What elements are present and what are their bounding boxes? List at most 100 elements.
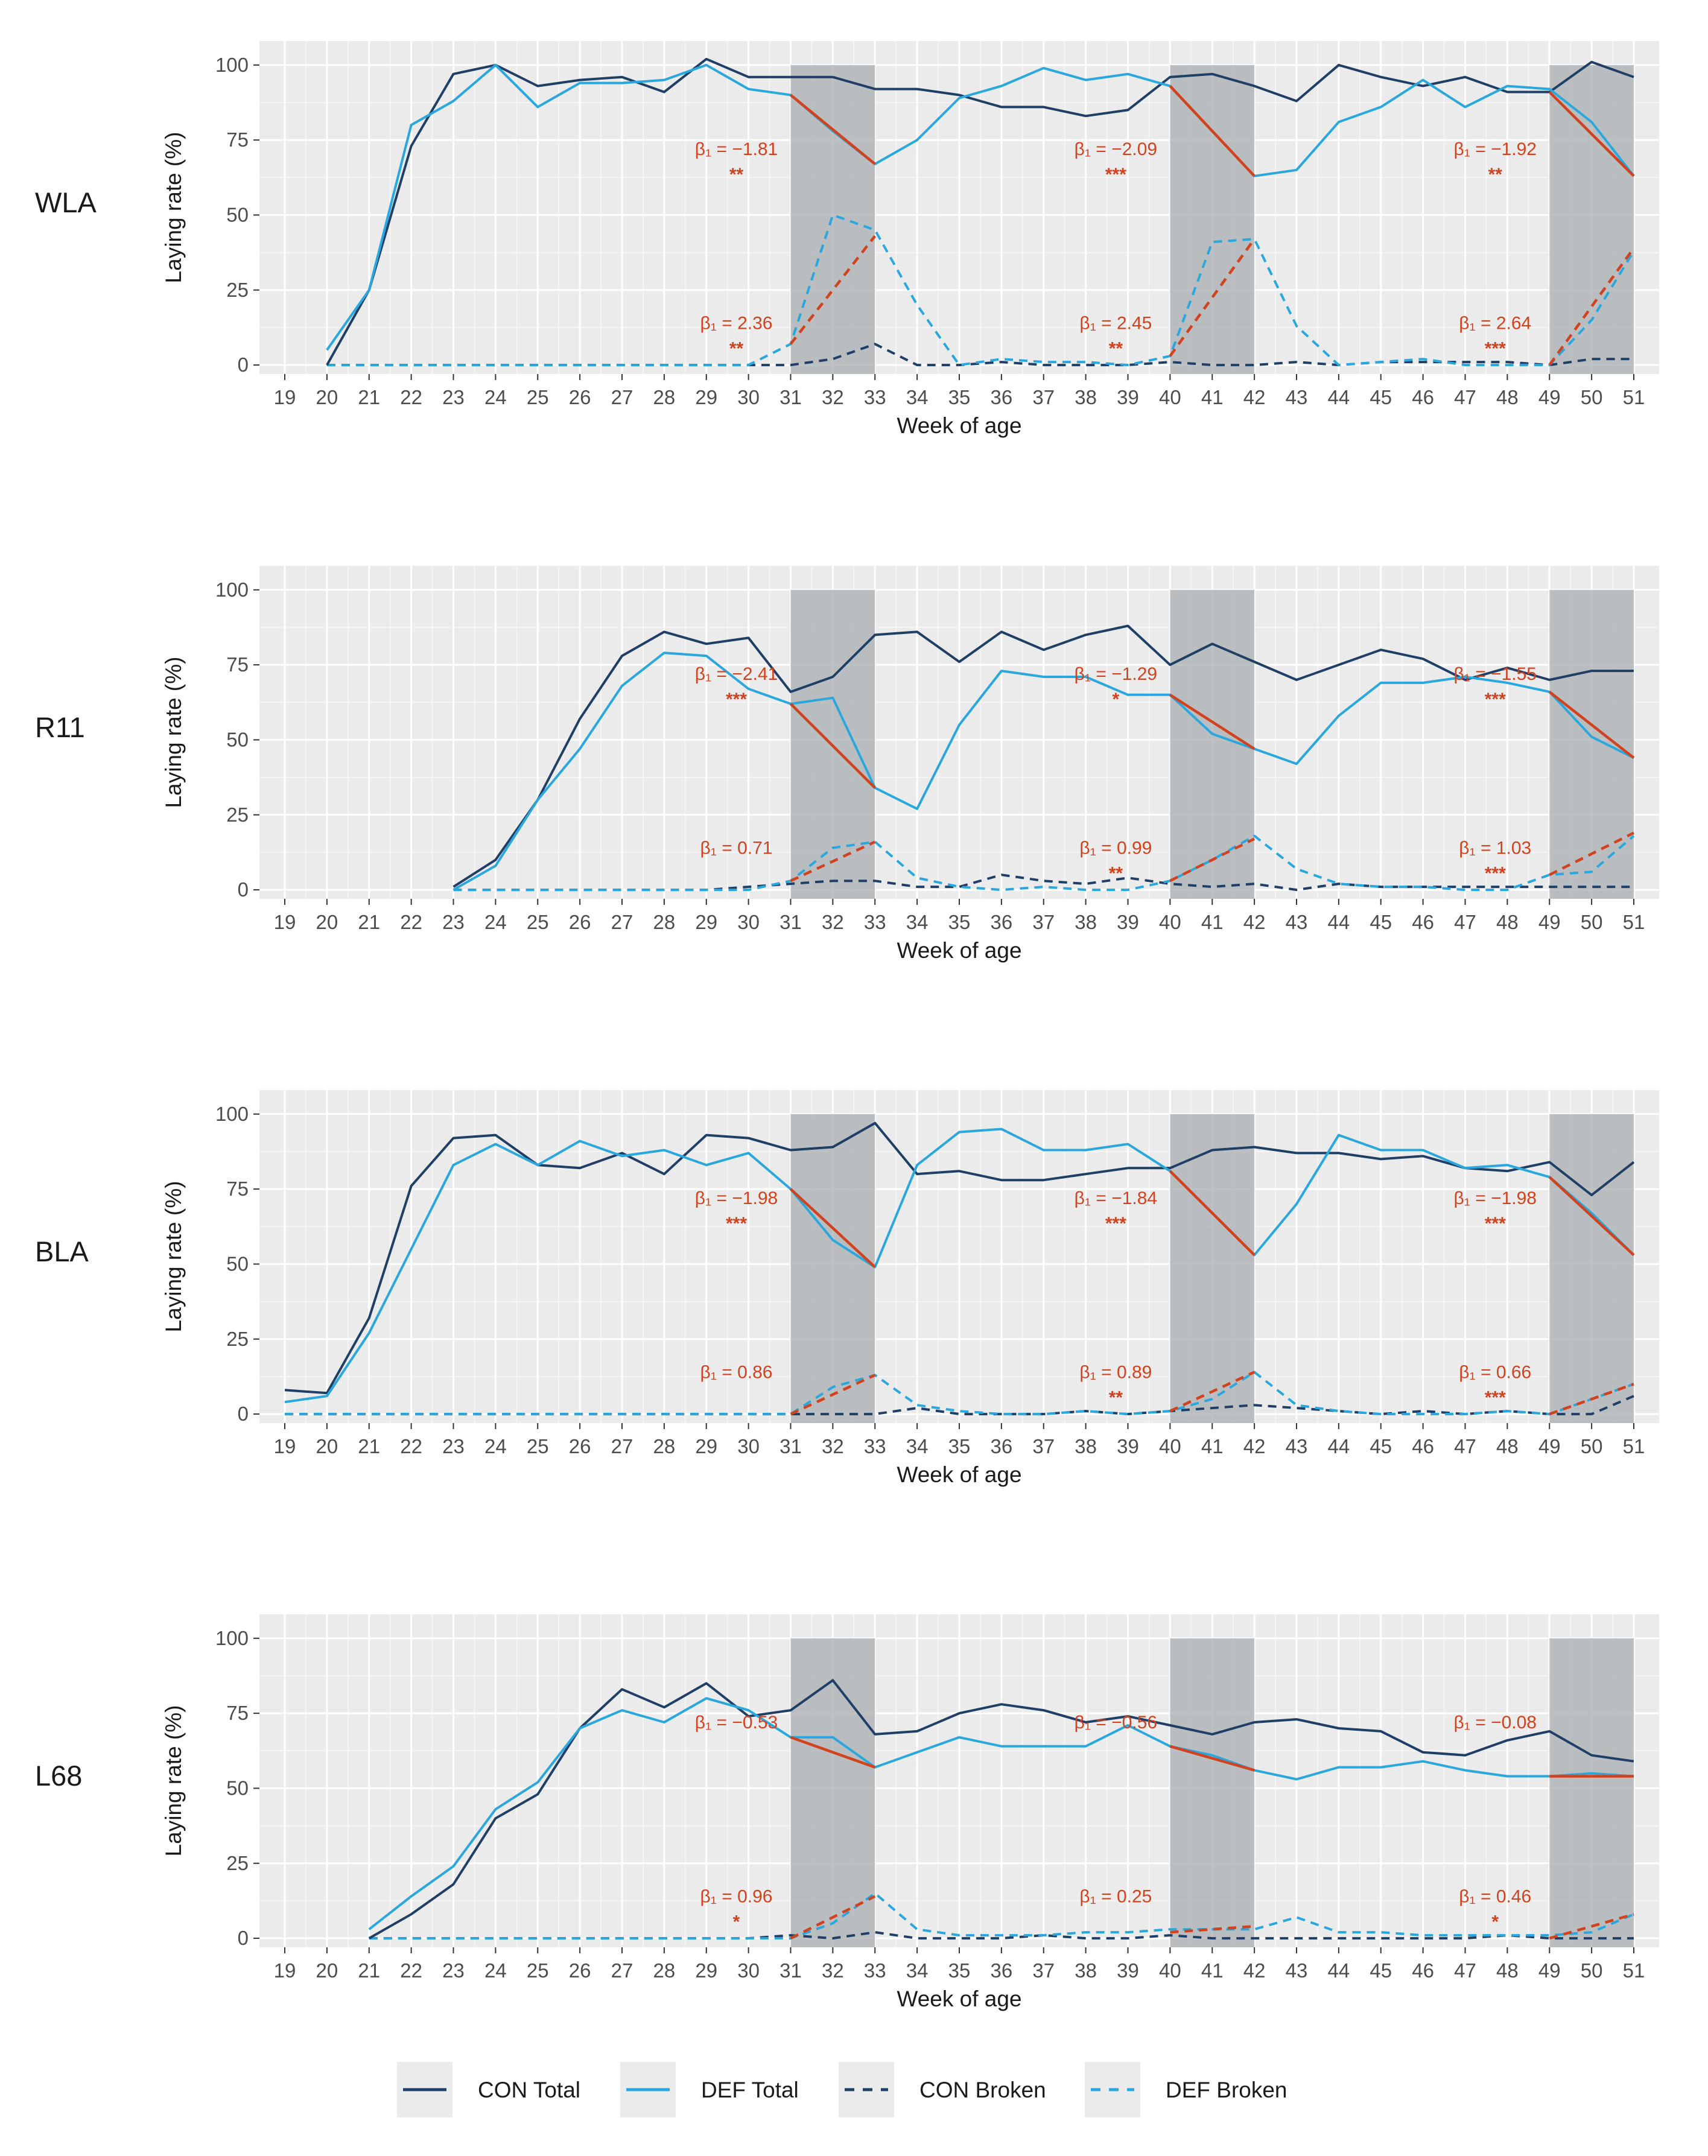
x-axis-title: Week of age <box>897 938 1021 963</box>
x-tick-label: 46 <box>1412 386 1434 408</box>
regression-significance-label: *** <box>726 690 747 709</box>
x-tick-label: 21 <box>358 911 380 933</box>
x-tick-label: 36 <box>991 386 1013 408</box>
x-tick-label: 50 <box>1581 386 1603 408</box>
x-tick-label: 21 <box>358 1435 380 1457</box>
regression-line-total <box>1169 1170 1256 1257</box>
x-tick-label: 25 <box>527 911 549 933</box>
regression-significance-label: ** <box>1109 338 1123 358</box>
regression-beta-label: β₁ = −1.29 <box>1075 664 1157 684</box>
x-tick-label: 41 <box>1201 1435 1224 1457</box>
x-tick-label: 42 <box>1243 386 1266 408</box>
x-tick-label: 43 <box>1286 1959 1308 1982</box>
x-tick-label: 24 <box>484 911 507 933</box>
x-tick-label: 48 <box>1496 911 1519 933</box>
regression-line-total <box>1548 1176 1635 1257</box>
x-tick-label: 40 <box>1159 1435 1181 1457</box>
x-tick-label: 22 <box>400 1435 422 1457</box>
x-tick-label: 39 <box>1117 386 1139 408</box>
x-tick-label: 34 <box>906 1435 929 1457</box>
y-tick-label: 50 <box>226 1252 249 1275</box>
x-tick-label: 37 <box>1032 1959 1055 1982</box>
regression-line-total <box>790 94 876 165</box>
series-line-def-broken <box>369 1892 1634 1940</box>
x-tick-label: 26 <box>569 1435 591 1457</box>
x-tick-label: 49 <box>1538 1959 1561 1982</box>
x-tick-label: 35 <box>948 1959 971 1982</box>
regression-significance-label: ** <box>1109 863 1123 883</box>
regression-beta-label: β₁ = −1.98 <box>695 1188 778 1208</box>
x-tick-label: 49 <box>1538 386 1561 408</box>
x-tick-label: 51 <box>1623 1959 1645 1982</box>
x-tick-label: 51 <box>1623 1435 1645 1457</box>
regression-significance-label: * <box>1491 1912 1499 1932</box>
legend-item-def-broken: DEF Broken <box>1085 2062 1287 2117</box>
x-tick-label: 29 <box>695 1959 717 1982</box>
x-tick-label: 31 <box>779 1435 802 1457</box>
regression-beta-label: β₁ = −1.92 <box>1454 139 1537 159</box>
x-tick-label: 28 <box>653 1959 676 1982</box>
series-line-con-total <box>452 624 1634 888</box>
regression-significance-label: ** <box>729 165 744 185</box>
x-tick-label: 44 <box>1328 386 1350 408</box>
regression-line-total <box>789 703 876 789</box>
x-tick-label: 36 <box>991 911 1013 933</box>
regression-line-broken <box>1549 1913 1634 1940</box>
x-tick-label: 51 <box>1623 386 1645 408</box>
x-tick-label: 19 <box>274 1435 296 1457</box>
x-tick-label: 48 <box>1496 1435 1519 1457</box>
x-tick-label: 39 <box>1117 1959 1139 1982</box>
shaded-period <box>790 65 875 374</box>
x-tick-label: 39 <box>1117 911 1139 933</box>
panel-l68: β₁ = −0.53 β₁ = −0.56 β₁ = −0.08 β₁ = 0.96 *… <box>35 1614 1659 2011</box>
x-tick-label: 32 <box>822 1435 844 1457</box>
x-tick-label: 31 <box>779 911 802 933</box>
x-tick-label: 40 <box>1159 386 1181 408</box>
regression-beta-label: β₁ = 2.64 <box>1459 313 1531 333</box>
panel-title: WLA <box>35 186 97 218</box>
shaded-period <box>1170 1114 1255 1423</box>
series-line-con-broken <box>453 873 1634 892</box>
x-tick-label: 32 <box>822 911 844 933</box>
series-line-def-total <box>326 63 1635 351</box>
regression-significance-label: *** <box>1485 690 1506 709</box>
x-tick-label: 35 <box>948 1435 971 1457</box>
series-line-def-total <box>452 652 1634 891</box>
y-tick-label: 75 <box>226 1178 249 1200</box>
y-tick-label: 25 <box>226 279 249 301</box>
x-tick-label: 24 <box>484 1435 507 1457</box>
regression-line-total <box>1548 691 1635 759</box>
legend-item-con-total: CON Total <box>397 2062 580 2117</box>
y-axis-title: Laying rate (%) <box>161 657 186 808</box>
y-tick-label: 100 <box>215 54 249 76</box>
x-tick-label: 41 <box>1201 1959 1224 1982</box>
regression-line-broken <box>1169 1371 1256 1413</box>
x-tick-label: 38 <box>1075 1959 1097 1982</box>
regression-beta-label: β₁ = 0.86 <box>700 1362 773 1382</box>
x-tick-label: 28 <box>653 386 676 408</box>
panel-title: R11 <box>35 711 85 743</box>
x-tick-label: 28 <box>653 911 676 933</box>
panel-title: L68 <box>35 1760 82 1792</box>
x-tick-label: 50 <box>1581 1435 1603 1457</box>
regression-line-total <box>790 1736 876 1769</box>
regression-beta-label: β₁ = −1.55 <box>1454 664 1537 684</box>
x-axis-title: Week of age <box>897 1986 1021 2011</box>
x-tick-label: 46 <box>1412 1435 1434 1457</box>
x-tick-label: 37 <box>1032 1435 1055 1457</box>
x-tick-label: 31 <box>779 1959 802 1982</box>
x-tick-label: 38 <box>1075 1435 1097 1457</box>
y-tick-label: 25 <box>226 1852 249 1874</box>
x-tick-label: 24 <box>484 1959 507 1982</box>
y-tick-label: 100 <box>215 1103 249 1125</box>
series-line-def-broken <box>285 1371 1634 1416</box>
x-tick-label: 42 <box>1243 1959 1266 1982</box>
x-tick-label: 20 <box>316 1435 338 1457</box>
regression-significance-label: *** <box>1485 1387 1506 1407</box>
x-tick-label: 37 <box>1032 911 1055 933</box>
x-tick-label: 30 <box>737 1959 760 1982</box>
regression-line-broken <box>1169 238 1256 357</box>
regression-line-total <box>1169 85 1256 177</box>
x-tick-label: 29 <box>695 911 717 933</box>
panel-title: BLA <box>35 1235 89 1267</box>
